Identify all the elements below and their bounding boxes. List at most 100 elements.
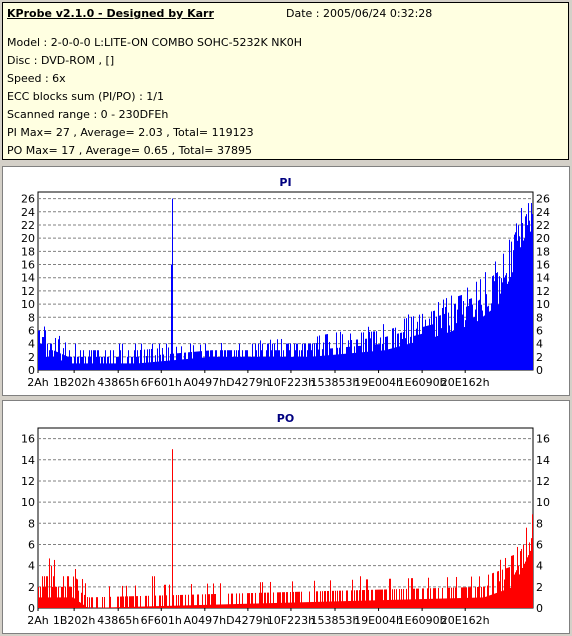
data-bar [253, 356, 254, 370]
data-bar [251, 593, 252, 608]
data-bar [235, 356, 236, 370]
data-bar [447, 332, 448, 370]
data-bar [148, 595, 149, 608]
data-bar [47, 343, 48, 370]
data-bar [138, 356, 139, 370]
data-bar [76, 578, 77, 608]
data-bar [190, 343, 191, 370]
data-bar [476, 597, 477, 608]
data-bar [514, 574, 515, 608]
data-bar [188, 352, 189, 370]
data-bar [124, 363, 125, 370]
data-bar [180, 352, 181, 370]
data-bar [50, 597, 51, 608]
data-bar [97, 350, 98, 370]
data-bar [127, 356, 128, 370]
data-bar [139, 363, 140, 370]
data-bar [59, 335, 60, 370]
y-tick-label-left: 8 [28, 517, 35, 530]
y-tick-label-right: 2 [536, 351, 543, 364]
data-bar [273, 592, 274, 608]
data-bar [278, 350, 279, 370]
data-bar [126, 585, 127, 608]
data-bar [71, 356, 72, 370]
data-bar [340, 331, 341, 370]
data-bar [396, 589, 397, 608]
data-bar [220, 350, 221, 370]
data-bar [359, 590, 360, 608]
spike-bar [171, 264, 172, 370]
data-bar [230, 604, 231, 608]
data-bar [484, 586, 485, 608]
data-bar [291, 356, 292, 370]
data-bar [204, 357, 205, 370]
x-tick-label: 1B202h [53, 614, 96, 627]
data-bar [77, 356, 78, 370]
y-tick-label-left: 0 [28, 364, 35, 377]
data-bar [477, 321, 478, 370]
data-bar [496, 592, 497, 608]
data-bar [206, 604, 207, 608]
data-bar [468, 305, 469, 370]
data-bar [507, 283, 508, 370]
data-bar [478, 300, 479, 370]
data-bar [314, 580, 315, 608]
data-bar [54, 559, 55, 608]
data-bar [310, 602, 311, 608]
data-bar [501, 278, 502, 370]
data-bar [364, 352, 365, 370]
data-bar [466, 306, 467, 370]
data-bar [459, 598, 460, 608]
data-bar [148, 362, 149, 370]
data-bar [408, 314, 409, 370]
data-bar [273, 356, 274, 370]
data-bar [87, 363, 88, 370]
data-bar [201, 604, 202, 608]
data-bar [63, 348, 64, 370]
data-bar [313, 356, 314, 370]
data-bar [126, 363, 127, 370]
data-bar [419, 314, 420, 370]
data-bar [232, 356, 233, 370]
data-bar [285, 356, 286, 370]
data-bar [105, 350, 106, 370]
data-bar [512, 272, 513, 370]
data-bar [298, 356, 299, 370]
data-bar [360, 345, 361, 370]
data-bar [388, 599, 389, 608]
data-bar [56, 351, 57, 370]
data-bar [416, 328, 417, 370]
data-bar [428, 577, 429, 608]
data-bar [256, 350, 257, 370]
data-bar [85, 356, 86, 370]
data-bar [453, 330, 454, 370]
data-bar [418, 588, 419, 608]
y-tick-label-right: 16 [536, 259, 550, 272]
data-bar [353, 353, 354, 370]
data-bar [159, 343, 160, 370]
data-bar [85, 583, 86, 608]
data-bar [454, 304, 455, 370]
data-bar [219, 604, 220, 608]
data-bar [118, 596, 119, 608]
data-bar [69, 586, 70, 608]
data-bar [78, 356, 79, 370]
data-bar [80, 602, 81, 608]
data-bar [111, 363, 112, 370]
data-bar [59, 597, 60, 608]
data-bar [433, 588, 434, 608]
data-bar [355, 352, 356, 370]
data-bar [145, 362, 146, 370]
data-bar [120, 350, 121, 370]
data-bar [472, 304, 473, 370]
data-bar [149, 349, 150, 370]
data-bar [516, 570, 517, 608]
data-bar [480, 279, 481, 370]
data-bar [174, 360, 175, 370]
data-bar [149, 606, 150, 608]
data-bar [347, 346, 348, 370]
data-bar [308, 602, 309, 608]
data-bar [453, 587, 454, 608]
data-bar [229, 350, 230, 370]
data-bar [315, 356, 316, 370]
